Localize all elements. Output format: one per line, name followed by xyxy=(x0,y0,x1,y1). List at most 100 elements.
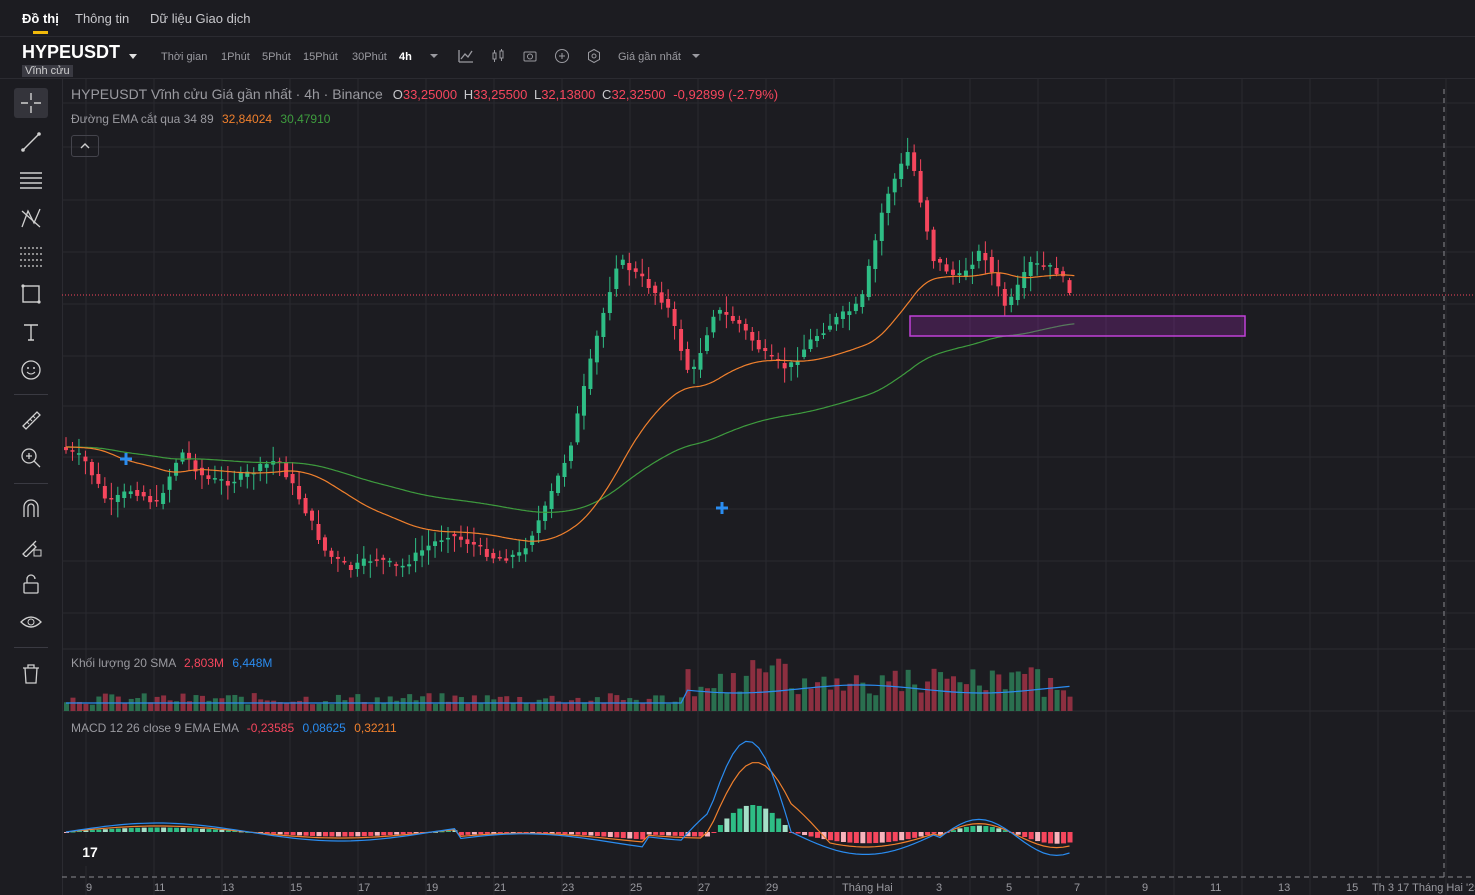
price-type-select[interactable]: Giá gần nhất xyxy=(618,51,681,63)
x-axis-label: 15 xyxy=(1346,882,1358,894)
macd-histogram-bar xyxy=(161,827,167,832)
trend-line-tool[interactable] xyxy=(14,127,48,157)
macd-histogram-bar xyxy=(834,832,840,842)
x-axis-label: 13 xyxy=(1278,882,1290,894)
candle-body xyxy=(536,520,541,533)
camera-icon[interactable] xyxy=(522,48,538,64)
tab-trading-data[interactable]: Dữ liệu Giao dịch xyxy=(150,11,251,26)
x-axis-label: 29 xyxy=(766,882,778,894)
timeframe-30m[interactable]: 30Phút xyxy=(352,51,387,63)
candles-icon[interactable] xyxy=(490,48,506,64)
rectangle-tool[interactable] xyxy=(14,279,48,309)
macd-histogram-bar xyxy=(756,805,762,832)
price-type-dropdown-icon[interactable] xyxy=(688,48,704,64)
x-axis-label: 15 xyxy=(290,882,302,894)
ruler-tool[interactable] xyxy=(14,405,48,435)
price-chart[interactable]: 9 11 13 15 17 19 21 23 25 27 29 Tháng Hai 3 5 7 9 11 13 15… xyxy=(62,79,1475,895)
candle-body xyxy=(400,565,405,568)
volume-bar xyxy=(950,676,956,711)
macd-histogram-bar xyxy=(361,832,367,837)
cross-marker-1 xyxy=(120,453,132,465)
unlock-tool[interactable] xyxy=(14,569,48,599)
candle-body xyxy=(394,564,399,566)
macd-histogram-bar xyxy=(543,832,549,834)
candle-body xyxy=(815,336,820,341)
volume-bar xyxy=(1048,677,1054,711)
cross-marker-2 xyxy=(716,502,728,514)
volume-bar xyxy=(141,693,147,711)
candle-body xyxy=(827,325,832,330)
candle-body xyxy=(167,476,172,490)
macd-histogram-bar xyxy=(666,832,672,836)
candle-body xyxy=(491,553,496,559)
macd-histogram-bar xyxy=(996,828,1002,832)
candle-body xyxy=(381,557,386,560)
x-axis-label: 19 xyxy=(426,882,438,894)
candle-body xyxy=(873,240,878,269)
delete-tool[interactable] xyxy=(14,659,48,689)
volume-bar xyxy=(912,684,918,711)
candle-body xyxy=(245,471,250,477)
macd-histogram-bar xyxy=(562,832,568,834)
volume-bar xyxy=(679,697,685,711)
volume-bar xyxy=(297,700,303,711)
volume-bar xyxy=(303,696,309,711)
macd-histogram-bar xyxy=(1054,832,1060,844)
candle-body xyxy=(174,462,179,476)
sidebar-separator xyxy=(14,483,48,484)
emoji-tool[interactable] xyxy=(14,355,48,385)
plus-circle-icon[interactable] xyxy=(554,48,570,64)
pattern-tool[interactable] xyxy=(14,203,48,233)
tab-chart[interactable]: Đồ thị xyxy=(22,11,59,26)
macd-histogram-bar xyxy=(238,831,244,833)
chevron-up-icon xyxy=(80,143,90,149)
candle-body xyxy=(666,299,671,308)
timeframe-5m[interactable]: 5Phút xyxy=(262,51,291,63)
timeframe-time[interactable]: Thời gian xyxy=(161,51,208,63)
tab-info[interactable]: Thông tin xyxy=(75,11,130,26)
macd-histogram-bar xyxy=(918,832,924,837)
macd-histogram-bar xyxy=(853,832,859,844)
volume-bar xyxy=(180,693,186,711)
candle-body xyxy=(1015,284,1020,300)
support-zone-rectangle[interactable] xyxy=(909,315,1246,337)
chart-style-icon[interactable] xyxy=(458,48,474,64)
macd-histogram-bar xyxy=(782,825,788,832)
candle-body xyxy=(679,329,684,351)
macd-histogram-bar xyxy=(743,805,749,832)
volume-bar xyxy=(517,696,523,711)
timeframe-1m[interactable]: 1Phút xyxy=(221,51,250,63)
fib-tool[interactable] xyxy=(14,241,48,271)
macd-histogram-bar xyxy=(711,832,717,833)
volume-bar xyxy=(970,669,976,711)
crosshair-tool[interactable] xyxy=(14,88,48,118)
settings-hex-icon[interactable] xyxy=(586,48,602,64)
text-tool[interactable] xyxy=(14,317,48,347)
symbol-selector[interactable]: HYPEUSDT xyxy=(22,42,121,62)
volume-bar xyxy=(730,673,736,711)
volume-bar xyxy=(187,701,193,711)
lock-draw-tool[interactable] xyxy=(14,531,48,561)
legend-change: -0,92899 (-2.79%) xyxy=(673,87,779,102)
macd-histogram-bar xyxy=(886,832,892,842)
chevron-down-icon[interactable] xyxy=(129,54,137,59)
magnet-tool[interactable] xyxy=(14,493,48,523)
timeframe-dropdown-icon[interactable] xyxy=(426,48,442,64)
macd-histogram-bar xyxy=(109,828,115,832)
zoom-tool[interactable] xyxy=(14,443,48,473)
volume-bar xyxy=(581,702,587,711)
horizontal-lines-tool[interactable] xyxy=(14,165,48,195)
timeframe-4h[interactable]: 4h xyxy=(399,51,412,63)
macd-histogram-bar xyxy=(847,832,853,843)
collapse-legend-button[interactable] xyxy=(71,135,99,157)
volume-label: Khối lượng 20 SMA xyxy=(71,656,176,670)
visibility-tool[interactable] xyxy=(14,607,48,637)
macd-histogram-bar xyxy=(750,805,756,832)
volume-bar xyxy=(1028,667,1034,711)
macd-histogram-bar xyxy=(989,826,995,832)
ema-34-line xyxy=(66,272,1075,542)
volume-bar xyxy=(821,676,827,711)
timeframe-15m[interactable]: 15Phút xyxy=(303,51,338,63)
macd-histogram-bar xyxy=(873,832,879,844)
candle-body xyxy=(368,561,373,563)
